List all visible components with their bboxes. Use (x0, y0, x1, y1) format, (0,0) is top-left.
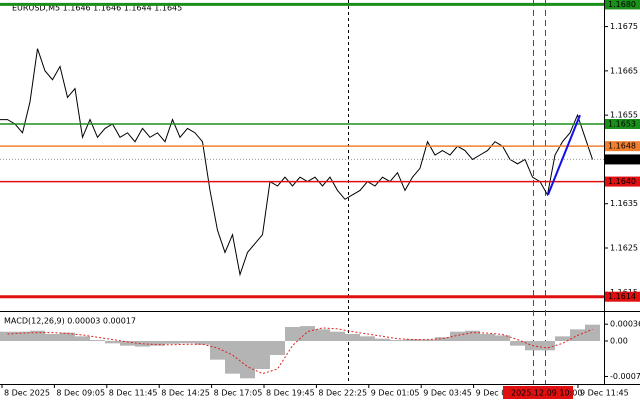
y-tick-label: 1.1635 (610, 199, 638, 208)
macd-bar (165, 341, 180, 344)
macd-bar (210, 341, 225, 360)
y-tick-label: 1.1625 (610, 244, 638, 253)
macd-title: MACD(12,26,9) 0.00003 0.00017 (4, 317, 136, 326)
macd-bar (300, 326, 315, 341)
x-tick-label: 9 Dec 0 (476, 389, 507, 398)
x-tick-label: 9 Dec 03:45 (423, 389, 472, 398)
macd-bar (15, 331, 30, 341)
level-label: 1.1680 (608, 0, 636, 9)
macd-bar (420, 339, 435, 341)
macd-bar (90, 340, 105, 341)
signal-line (7, 327, 593, 375)
macd-bar (495, 335, 510, 341)
x-tick-label: 8 Dec 17:05 (214, 389, 263, 398)
chart-title: EURUSD,M5 1.1646 1.1646 1.1644 1.1645 (12, 4, 182, 13)
x-tick-label: 9 Dec 01:05 (371, 389, 420, 398)
macd-bar (30, 330, 45, 341)
macd-bar (285, 327, 300, 341)
macd-bar (450, 331, 465, 341)
macd-bar (435, 337, 450, 341)
level-label-bg (605, 176, 640, 187)
level-label: 1.1648 (608, 142, 636, 151)
macd-bar (105, 341, 120, 344)
level-label: 1.1645 (608, 155, 636, 164)
y-tick-label: 1.1655 (610, 111, 638, 120)
x-tick-label: 8 Dec 19:45 (266, 389, 315, 398)
macd-bar (60, 332, 75, 341)
macd-bar (0, 331, 15, 341)
macd-bar (510, 341, 525, 346)
macd-bar (345, 334, 360, 341)
macd-bar (135, 341, 150, 347)
macd-bar (390, 340, 405, 341)
level-label-bg (605, 0, 640, 10)
level-label-bg (605, 141, 640, 152)
macd-bar (375, 338, 390, 341)
level-label: 1.1640 (608, 177, 636, 186)
macd-bar (45, 334, 60, 341)
y-tick-label: -0.00076 (610, 372, 640, 381)
macd-bar (330, 331, 345, 341)
level-label: 1.1614 (608, 292, 636, 301)
x-tick-label: 8 Dec 11:45 (109, 389, 158, 398)
trend-line (547, 114, 581, 196)
macd-bar (180, 341, 195, 344)
macd-bar (195, 341, 210, 345)
x-tick-label: 8 Dec 2025 (4, 389, 50, 398)
macd-bar (465, 330, 480, 341)
macd-bar (120, 341, 135, 346)
level-label-bg (605, 154, 640, 165)
cursor-time-label: 2025.12.09 10:00 (511, 389, 582, 398)
y-tick-label: 1.1665 (610, 66, 638, 75)
y-tick-label: 0.00036 (610, 320, 640, 329)
macd-bar (150, 341, 165, 346)
x-tick-label: 8 Dec 22:25 (318, 389, 367, 398)
y-tick-label: 1.1675 (610, 22, 638, 31)
macd-bar (75, 336, 90, 341)
macd-bar (540, 341, 555, 351)
macd-bar (555, 336, 570, 341)
macd-bar (270, 341, 285, 355)
level-label: 1.1653 (608, 120, 636, 129)
y-tick-label: 0.00 (610, 337, 628, 346)
macd-bar (315, 329, 330, 341)
x-tick-label: 9 Dec 11:45 (580, 389, 629, 398)
macd-bar (225, 341, 240, 374)
macd-bar (585, 324, 600, 341)
x-tick-label: 8 Dec 14:25 (161, 389, 210, 398)
cursor-time-bg (503, 386, 573, 399)
macd-bar (255, 341, 270, 369)
x-tick-label: 8 Dec 09:05 (56, 389, 105, 398)
macd-bar (480, 334, 495, 341)
macd-bar (360, 336, 375, 341)
level-label-bg (605, 291, 640, 302)
macd-bar (240, 341, 255, 379)
level-label-bg (605, 119, 640, 129)
